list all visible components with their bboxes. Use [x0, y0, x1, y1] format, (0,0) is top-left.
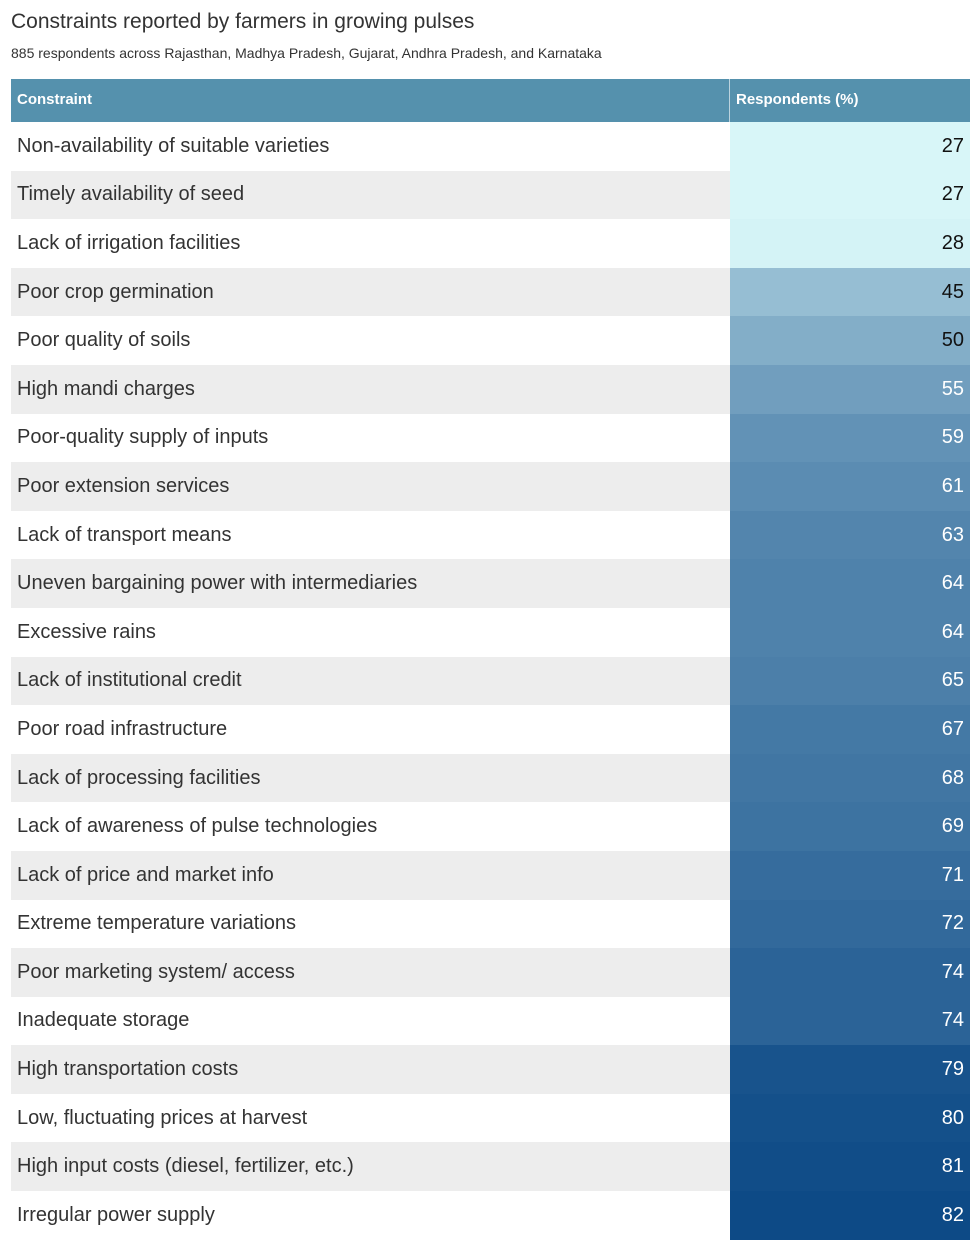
table-row: High input costs (diesel, fertilizer, et… — [11, 1142, 970, 1192]
table-row: High mandi charges 55 — [11, 364, 970, 414]
table-row: Lack of price and market info 71 — [11, 850, 970, 900]
respondents-value-cell: 67 — [730, 705, 970, 754]
table-row: Inadequate storage 74 — [11, 996, 970, 1046]
respondents-value-cell: 74 — [730, 996, 970, 1046]
respondents-value-cell: 55 — [730, 364, 970, 414]
respondents-value-cell: 80 — [730, 1093, 970, 1143]
constraint-label: High transportation costs — [11, 1045, 730, 1094]
table-row: Extreme temperature variations 72 — [11, 899, 970, 949]
constraint-label: High input costs (diesel, fertilizer, et… — [11, 1142, 730, 1192]
table-row: Poor road infrastructure 67 — [11, 705, 970, 754]
table-row: Poor marketing system/ access 74 — [11, 948, 970, 997]
header-divider — [729, 79, 730, 122]
table-row: Lack of awareness of pulse technologies 6… — [11, 802, 970, 851]
table-row: Timely availability of seed 27 — [11, 170, 970, 220]
respondents-value-cell: 59 — [730, 413, 970, 463]
constraint-label: Non-availability of suitable varieties — [11, 122, 730, 171]
constraint-label: Lack of processing facilities — [11, 753, 730, 803]
respondents-value-cell: 50 — [730, 316, 970, 365]
constraint-label: Lack of irrigation facilities — [11, 219, 730, 268]
constraint-label: Poor extension services — [11, 462, 730, 511]
column-header-respondents: Respondents (%) — [736, 91, 859, 108]
table-row: Poor crop germination 45 — [11, 267, 970, 317]
constraint-label: Lack of institutional credit — [11, 656, 730, 706]
table-row: Lack of processing facilities 68 — [11, 753, 970, 803]
table-row: High transportation costs 79 — [11, 1045, 970, 1094]
table-row: Non-availability of suitable varieties 27 — [11, 122, 970, 171]
constraint-label: Poor quality of soils — [11, 316, 730, 365]
respondents-value-cell: 82 — [730, 1191, 970, 1240]
constraint-label: Lack of price and market info — [11, 850, 730, 900]
table-row: Lack of transport means 63 — [11, 510, 970, 560]
constraint-label: Low, fluctuating prices at harvest — [11, 1093, 730, 1143]
respondents-value-cell: 64 — [730, 559, 970, 608]
respondents-value-cell: 45 — [730, 267, 970, 317]
respondents-value-cell: 81 — [730, 1142, 970, 1192]
respondents-value-cell: 69 — [730, 802, 970, 851]
table-row: Poor quality of soils 50 — [11, 316, 970, 365]
constraint-label: Extreme temperature variations — [11, 899, 730, 949]
table-row: Uneven bargaining power with intermediar… — [11, 559, 970, 608]
respondents-value-cell: 63 — [730, 510, 970, 560]
table-row: Irregular power supply 82 — [11, 1191, 970, 1240]
constraint-label: Timely availability of seed — [11, 170, 730, 220]
respondents-value-cell: 74 — [730, 948, 970, 997]
table-body: Non-availability of suitable varieties 27… — [11, 122, 970, 1240]
respondents-value-cell: 27 — [730, 122, 970, 171]
constraint-label: Irregular power supply — [11, 1191, 730, 1240]
table-row: Lack of irrigation facilities 28 — [11, 219, 970, 268]
constraint-label: Poor crop germination — [11, 267, 730, 317]
respondents-value-cell: 71 — [730, 850, 970, 900]
constraints-table: Constraint Respondents (%) Non-availabil… — [11, 79, 970, 1240]
respondents-value-cell: 28 — [730, 219, 970, 268]
respondents-value-cell: 68 — [730, 753, 970, 803]
constraint-label: Excessive rains — [11, 607, 730, 657]
table-row: Low, fluctuating prices at harvest 80 — [11, 1093, 970, 1143]
respondents-value-cell: 72 — [730, 899, 970, 949]
constraint-label: Inadequate storage — [11, 996, 730, 1046]
constraint-label: Poor road infrastructure — [11, 705, 730, 754]
table-row: Lack of institutional credit 65 — [11, 656, 970, 706]
respondents-value-cell: 79 — [730, 1045, 970, 1094]
constraint-label: Uneven bargaining power with intermediar… — [11, 559, 730, 608]
constraint-label: Poor marketing system/ access — [11, 948, 730, 997]
chart-subtitle: 885 respondents across Rajasthan, Madhya… — [11, 45, 602, 61]
respondents-value-cell: 61 — [730, 462, 970, 511]
column-header-constraint: Constraint — [17, 91, 92, 108]
constraint-label: Poor-quality supply of inputs — [11, 413, 730, 463]
constraint-label: Lack of transport means — [11, 510, 730, 560]
constraint-label: Lack of awareness of pulse technologies — [11, 802, 730, 851]
table-row: Excessive rains 64 — [11, 607, 970, 657]
respondents-value-cell: 65 — [730, 656, 970, 706]
table-row: Poor-quality supply of inputs 59 — [11, 413, 970, 463]
respondents-value-cell: 27 — [730, 170, 970, 220]
table-header: Constraint Respondents (%) — [11, 79, 970, 122]
respondents-value-cell: 64 — [730, 607, 970, 657]
chart-title: Constraints reported by farmers in growi… — [11, 10, 475, 33]
table-row: Poor extension services 61 — [11, 462, 970, 511]
constraint-label: High mandi charges — [11, 364, 730, 414]
